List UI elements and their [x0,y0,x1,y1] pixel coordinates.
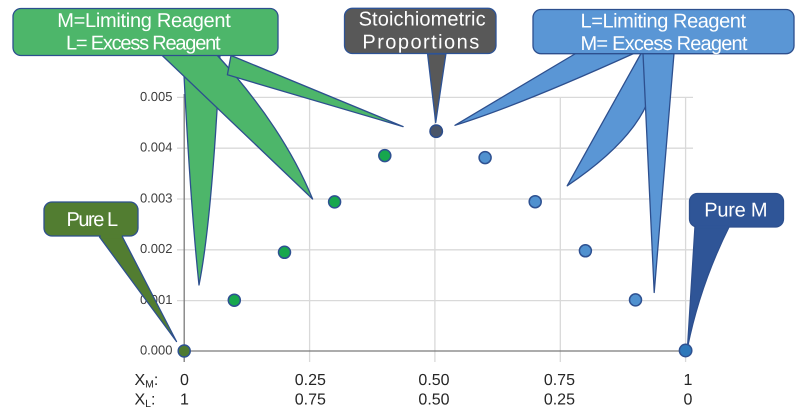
svg-text:0: 0 [684,391,693,408]
svg-text:0.25: 0.25 [295,372,326,389]
svg-text:Stoichiometric: Stoichiometric [359,8,486,30]
svg-text:L=Limiting Reagent: L=Limiting Reagent [581,11,747,33]
svg-text:Pure M: Pure M [704,200,767,222]
svg-text:0.005: 0.005 [140,89,173,104]
svg-text:0.25: 0.25 [544,391,575,408]
svg-text:L= Excess Reagent: L= Excess Reagent [66,33,221,55]
svg-text:1: 1 [180,391,189,408]
svg-text:0.75: 0.75 [295,391,326,408]
svg-text:Pure L: Pure L [67,209,119,231]
svg-text:0: 0 [180,372,189,389]
svg-text:0.004: 0.004 [140,140,173,155]
svg-text:0.50: 0.50 [418,372,449,389]
svg-text:1: 1 [684,372,693,389]
svg-text:M= Excess Reagent: M= Excess Reagent [581,33,748,55]
svg-text:0.50: 0.50 [418,391,449,408]
svg-text:0.000: 0.000 [140,342,173,357]
svg-text:M=Limiting Reagent: M=Limiting Reagent [57,10,231,32]
svg-text:0.75: 0.75 [544,372,575,389]
svg-text:0.003: 0.003 [140,190,173,205]
svg-text:Proportions: Proportions [362,32,479,54]
svg-text:XL:: XL: [135,391,156,410]
svg-text:0.002: 0.002 [140,241,173,256]
